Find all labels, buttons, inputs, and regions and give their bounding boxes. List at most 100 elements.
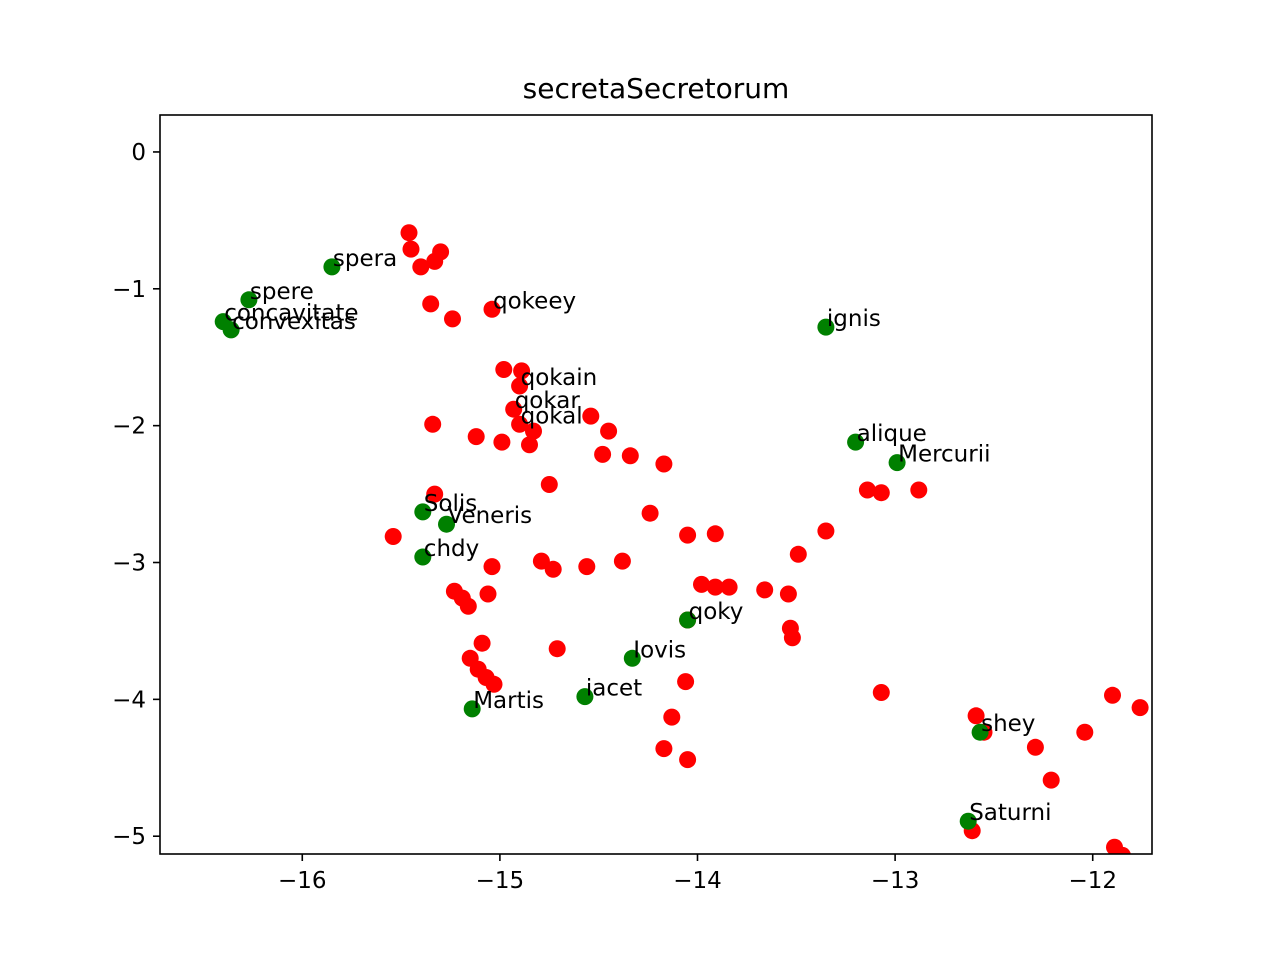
red-point (967, 707, 985, 725)
red-point (789, 545, 807, 563)
red-point (1076, 723, 1094, 741)
x-tick-label: −12 (1068, 868, 1117, 894)
red-point (467, 428, 485, 446)
point-label: Veneris (448, 503, 533, 529)
red-point (513, 362, 531, 380)
point-label: qokal (521, 403, 583, 429)
green-point (971, 723, 989, 741)
green-point (817, 318, 835, 336)
red-point (493, 433, 511, 451)
red-point (495, 361, 513, 378)
red-point (679, 751, 697, 769)
x-tick-label: −13 (871, 868, 920, 894)
y-tick-label: −1 (112, 277, 146, 303)
green-point (438, 515, 455, 533)
red-point (511, 415, 529, 433)
red-point (479, 585, 497, 603)
red-point (525, 422, 542, 440)
green-point (679, 611, 697, 629)
point-label: spere (250, 279, 314, 305)
red-point (858, 481, 876, 499)
plot-marks (214, 224, 1149, 854)
red-point (1131, 699, 1149, 717)
red-point (1104, 686, 1121, 704)
point-label: shey (981, 711, 1035, 737)
point-label: qokeey (493, 288, 576, 314)
green-point (847, 433, 865, 451)
red-point (655, 740, 673, 758)
red-point (444, 310, 461, 328)
point-label: Solis (424, 491, 477, 517)
point-label: convexitas (232, 309, 356, 335)
red-point (432, 243, 450, 261)
x-tick-label: −15 (476, 868, 525, 894)
x-axis: −16 −15 −14 −13 −12 (278, 854, 1117, 894)
red-point (422, 295, 440, 313)
red-point (1042, 771, 1060, 789)
red-point (473, 634, 491, 652)
point-label: qoky (689, 599, 744, 625)
point-label: alique (857, 421, 927, 447)
green-point (323, 258, 341, 276)
y-tick-label: 0 (131, 140, 146, 166)
point-label: Mercurii (898, 442, 990, 468)
red-point (521, 436, 538, 454)
red-point (677, 673, 695, 691)
red-point (485, 675, 503, 693)
red-point (663, 708, 681, 726)
y-tick-label: −2 (112, 414, 146, 440)
red-point (578, 558, 596, 576)
point-label: Saturni (969, 800, 1051, 826)
red-point (910, 481, 928, 499)
red-point (594, 445, 612, 463)
red-point (544, 560, 562, 578)
red-point (483, 558, 501, 576)
green-point (959, 812, 977, 830)
point-label: qokain (521, 365, 598, 391)
red-point (779, 585, 797, 603)
red-point (532, 552, 550, 570)
red-point (613, 552, 631, 570)
plot-frame (159, 114, 1153, 855)
red-point (505, 400, 523, 418)
red-point (412, 258, 430, 276)
y-tick-label: −5 (112, 824, 146, 850)
red-point (706, 525, 724, 543)
red-point (783, 629, 801, 647)
chart-title: secretaSecretorum (523, 72, 790, 105)
red-point (459, 597, 477, 615)
point-label: Martis (473, 688, 544, 714)
red-point (1026, 738, 1044, 756)
red-point (400, 224, 418, 242)
red-point (756, 581, 774, 599)
y-tick-label: −4 (112, 687, 146, 713)
red-point (402, 240, 420, 258)
red-point (706, 578, 724, 596)
red-point (424, 415, 442, 433)
point-label: Iovis (633, 637, 686, 663)
red-point (655, 455, 673, 473)
red-point (693, 575, 710, 593)
red-point (720, 578, 738, 596)
red-point (426, 485, 444, 503)
point-label: chdy (424, 536, 479, 562)
red-point (817, 522, 835, 540)
red-point (582, 407, 600, 425)
point-label: spera (333, 246, 397, 272)
green-point (576, 688, 594, 706)
red-point (872, 484, 890, 502)
green-point (623, 649, 641, 667)
y-tick-label: −3 (112, 551, 146, 577)
green-point (463, 700, 481, 718)
x-tick-label: −16 (278, 868, 327, 894)
green-point (222, 321, 240, 339)
red-point (384, 528, 402, 545)
red-point (621, 447, 639, 465)
point-label: qokar (515, 388, 581, 414)
red-point (641, 504, 659, 522)
red-point (540, 476, 558, 493)
point-label: iacet (586, 676, 642, 702)
red-point (511, 377, 529, 395)
